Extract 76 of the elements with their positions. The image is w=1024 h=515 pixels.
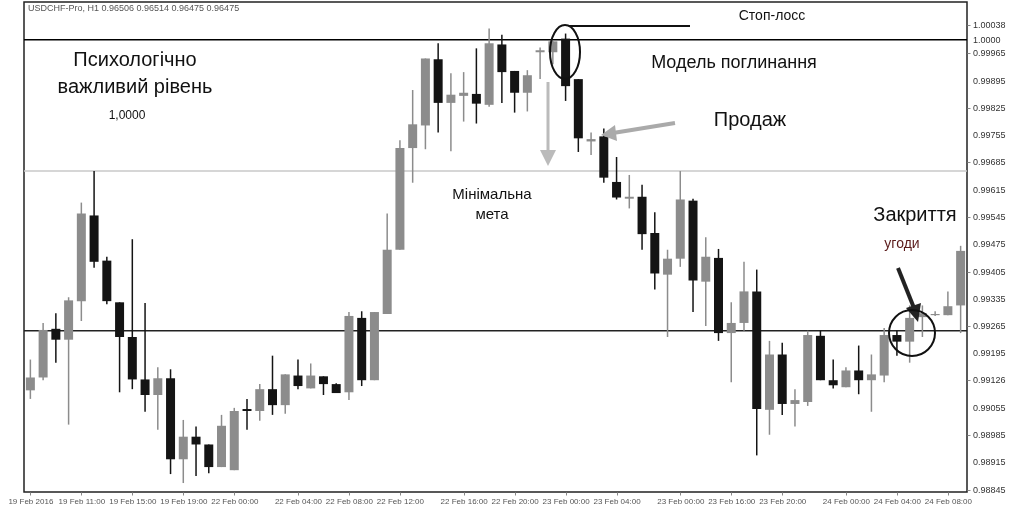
x-tick-label: 22 Feb 04:00 [274,496,323,506]
candlestick [828,358,838,390]
y-tick-label: 0.99685 [973,157,1006,168]
x-tick-label: 22 Feb 16:00 [440,496,489,506]
x-tick-label: 23 Feb 20:00 [759,496,807,506]
candlestick [25,358,35,400]
candlestick [153,366,163,431]
annotation: Мінімальна мета [452,185,533,223]
candlestick [446,72,456,152]
annotation: Стоп-лосс [738,7,806,23]
candlestick [204,443,214,475]
chart-title: USDCHF-Pro, H1 0.96506 0.96514 0.96475 0.96475 [28,3,240,13]
candlestick [306,362,316,390]
candlestick [866,353,876,413]
candlestick [408,89,418,184]
x-tick-label: 22 Feb 00:00 [211,496,259,506]
candlestick [255,383,265,422]
candlestick [726,301,736,383]
y-tick-label: 0.98985 [973,430,1006,441]
candlestick [510,70,520,114]
y-tick-label: 0.99895 [973,75,1006,86]
candlestick [624,174,634,210]
annotation: Психологічно важливий рівень [57,48,213,97]
annotation: Модель поглинання [651,52,817,72]
candlestick [293,358,303,390]
candlestick [471,47,481,125]
y-tick-label: 0.99475 [973,239,1006,250]
candlestick [191,425,201,477]
x-tick-label: 22 Feb 08:00 [325,496,374,506]
candlestick [459,71,469,123]
y-tick-label: 0.99615 [973,184,1006,195]
y-tick-label: 0.98915 [973,457,1006,468]
x-tick-label: 22 Feb 12:00 [376,496,425,506]
candlestick [663,248,673,338]
annotation: Продаж [713,108,787,130]
candlestick [854,344,864,395]
candlestick [905,304,915,364]
x-tick-label: 23 Feb 00:00 [542,496,591,506]
y-tick-label: 0.99965 [973,48,1006,59]
y-tick-label: 0.99335 [973,293,1006,304]
candlestick [790,388,800,428]
x-tick-label: 19 Feb 11:00 [58,496,106,506]
candlestick [892,329,902,357]
x-tick-label: 22 Feb 20:00 [491,496,540,506]
x-tick-label: 23 Feb 16:00 [708,496,756,506]
y-tick-label: 0.99405 [973,266,1006,277]
y-tick-label: 0.99825 [973,102,1006,113]
x-tick-label: 24 Feb 04:00 [873,496,922,506]
candlestick [535,46,545,80]
candlestick [612,156,622,201]
annotation: Закриття [873,203,957,225]
y-tick-label: 0.99545 [973,212,1006,223]
x-tick-label: 23 Feb 00:00 [657,496,705,506]
x-tick-label: 19 Feb 19:00 [160,496,208,506]
y-tick-label: 0.99126 [973,375,1006,386]
y-tick-label: 1.00038 [973,19,1006,30]
x-tick-label: 23 Feb 04:00 [593,496,642,506]
y-tick-label: 0.99755 [973,130,1006,141]
candlestick [178,419,188,484]
candlestick [318,375,328,396]
y-tick-label: 0.99265 [973,321,1006,332]
annotation: 1,0000 [108,108,146,122]
x-tick-label: 24 Feb 00:00 [822,496,871,506]
candlestick [267,354,277,416]
y-tick-label: 1.0000 [973,34,1001,45]
annotation: угоди [884,235,920,251]
x-tick-label: 19 Feb 2016 [8,496,54,506]
y-tick-label: 0.98845 [973,484,1006,495]
y-tick-label: 0.99055 [973,402,1006,413]
candlestick [242,398,252,431]
candlestick [51,312,61,364]
candlestick [140,302,150,413]
y-tick-label: 0.99195 [973,348,1006,359]
x-tick-label: 19 Feb 15:00 [109,496,157,506]
candlestick [522,69,532,113]
x-tick-label: 24 Feb 08:00 [924,496,973,506]
